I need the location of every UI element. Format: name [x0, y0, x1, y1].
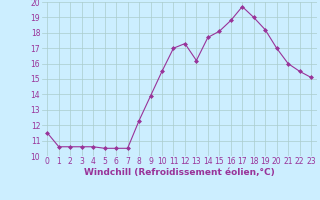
X-axis label: Windchill (Refroidissement éolien,°C): Windchill (Refroidissement éolien,°C)	[84, 168, 275, 177]
